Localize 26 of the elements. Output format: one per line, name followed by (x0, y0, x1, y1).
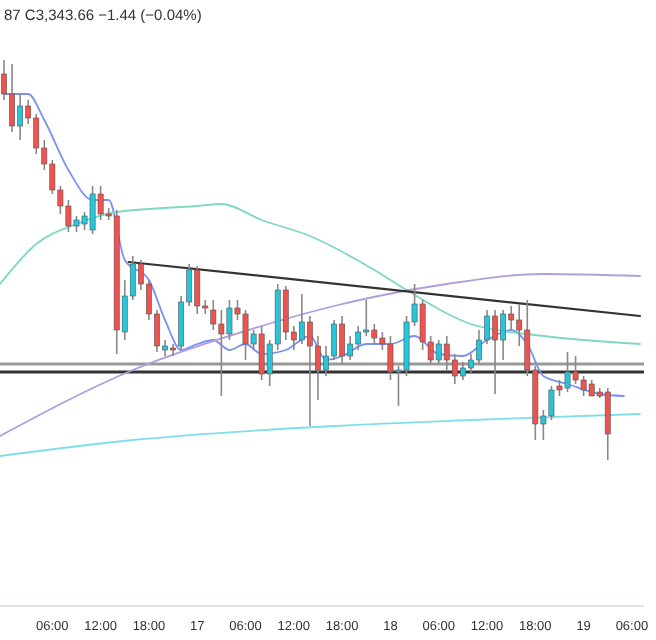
candlestick (363, 299, 370, 337)
candlestick (298, 293, 305, 345)
candlestick (339, 315, 346, 365)
candlestick (307, 315, 313, 427)
candlestick (226, 299, 233, 341)
candlestick (89, 185, 96, 235)
candlestick (548, 385, 555, 421)
candlestick (258, 325, 265, 381)
candlestick (218, 309, 225, 397)
candlestick (355, 325, 362, 351)
candlestick (604, 387, 611, 461)
candlestick (435, 339, 442, 365)
candlestick (17, 93, 24, 141)
candlestick (282, 285, 289, 341)
candlestick (242, 309, 249, 361)
candlestick (572, 355, 579, 385)
candlestick (500, 309, 507, 361)
candlestick (210, 299, 217, 331)
candlestick (443, 335, 450, 371)
candlestick (492, 309, 498, 395)
candlestick (9, 63, 15, 133)
candlestick (194, 265, 201, 315)
candlestick (387, 335, 394, 381)
candlestick (564, 351, 571, 393)
candlestick (580, 375, 587, 397)
candlestick (371, 323, 378, 345)
